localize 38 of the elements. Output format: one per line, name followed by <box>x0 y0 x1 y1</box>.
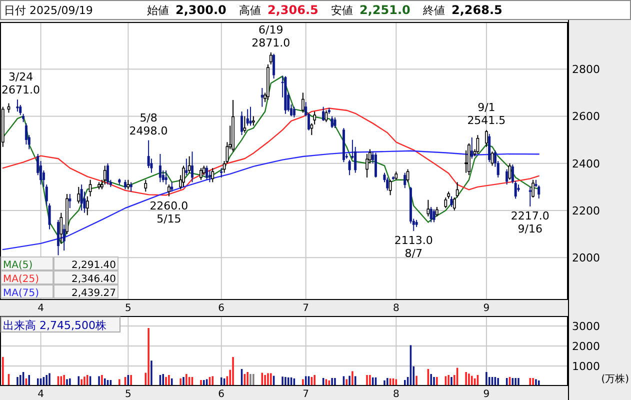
text: 終値 2,268.5 <box>422 3 502 17</box>
annotation: 5/8 2498.0 <box>129 111 168 138</box>
x-tick-label: 4 <box>38 303 44 314</box>
annotation: 2260.0 5/15 <box>150 199 188 226</box>
x-tick-label: 9 <box>483 303 490 314</box>
text: 始値 2,300.0 <box>147 3 226 17</box>
x-tick-label: 4 <box>38 389 44 400</box>
x-tick-label: 7 <box>302 303 310 314</box>
x-tick-label: 7 <box>302 389 310 400</box>
y-tick-label: 2200 <box>572 204 600 218</box>
y-tick-label: 2600 <box>572 110 600 124</box>
chart-title: 出来高 2,745,500株 <box>3 319 106 332</box>
x-tick-label: 6 <box>218 389 225 400</box>
y-axis-title: (万株) <box>601 373 630 385</box>
annotation: 9/1 2541.5 <box>467 101 506 128</box>
annotation: 2,346.40 <box>71 274 116 285</box>
annotation: 6/19 2871.0 <box>252 23 290 50</box>
y-tick-label: 2000 <box>572 252 600 265</box>
x-tick-label: 8 <box>392 389 400 400</box>
x-tick-label: 5 <box>124 389 132 400</box>
y-tick-label: 1000 <box>572 360 600 373</box>
annotation: 2217.0 9/16 <box>510 209 550 236</box>
x-tick-label: 5 <box>124 303 132 314</box>
text: 高値 2,306.5 <box>239 3 318 17</box>
annotation: 2113.0 8/7 <box>394 234 433 260</box>
y-tick-label: 2000 <box>572 340 600 353</box>
annotation: 3/24 2671.0 <box>2 70 40 97</box>
chart-title: 日付 2025/09/19 <box>4 4 93 17</box>
y-tick-label: 2400 <box>572 157 600 170</box>
x-tick-label: 8 <box>392 303 400 314</box>
annotation: 2,291.40 <box>71 260 116 271</box>
text: 安値 2,251.0 <box>331 3 410 17</box>
legend: MA(5) 2,291.40 MA(25) 2,346.40 MA(75) 2,439.27 <box>0 256 118 299</box>
x-tick-label: 6 <box>218 303 225 314</box>
annotation: 2,439.27 <box>71 288 116 299</box>
y-tick-label: 2800 <box>572 63 600 76</box>
y-tick-label: 3000 <box>572 320 600 333</box>
x-tick-label: 9 <box>483 389 490 400</box>
